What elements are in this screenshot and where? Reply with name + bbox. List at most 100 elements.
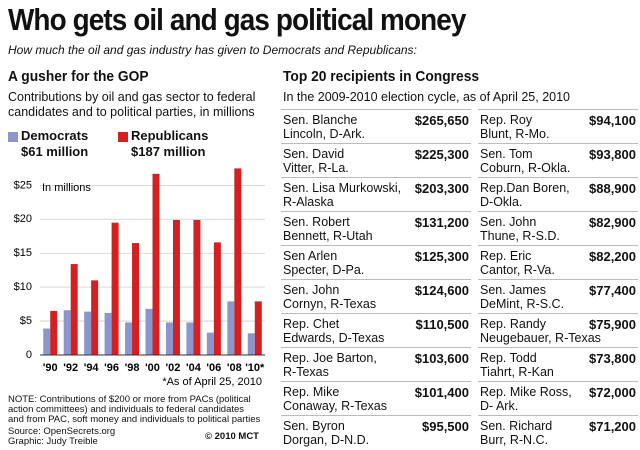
name-line: Conaway, R-Texas xyxy=(283,399,387,413)
table-row: Rep.Dan Boren, D-Okla. $88,900 xyxy=(478,177,638,212)
amount: $203,300 xyxy=(414,181,469,196)
bar xyxy=(84,311,92,355)
amount: $88,900 xyxy=(589,181,636,196)
x-tick-label: '92 xyxy=(63,362,78,374)
name-line: Tiahrt, R-Kan xyxy=(480,365,554,379)
bar xyxy=(247,333,255,355)
recipient-name: Rep. Chet Edwards, D-Texas xyxy=(283,317,384,345)
x-tick-label: '04 xyxy=(186,362,202,374)
bar xyxy=(111,222,119,355)
recipient-name: Sen. John Thune, R-S.D. xyxy=(480,215,560,243)
name-line: DeMint, R-S.C. xyxy=(480,297,565,311)
bar xyxy=(152,173,160,355)
table-row: Rep. Chet Edwards, D-Texas $110,500 xyxy=(281,313,471,348)
name-line: Sen. David xyxy=(283,147,345,161)
bar xyxy=(172,219,180,355)
legend-name: Republicans xyxy=(131,128,209,143)
footnote: *As of April 25, 2010 xyxy=(162,376,262,388)
name-line: D- Ark. xyxy=(480,399,519,413)
subtitle: How much the oil and gas industry has gi… xyxy=(8,43,417,57)
name-line: Lincoln, D-Ark. xyxy=(283,127,365,141)
bar xyxy=(213,242,221,355)
y-tick-label: $20 xyxy=(14,213,32,225)
table-row: Rep. Eric Cantor, R-Va. $82,200 xyxy=(478,245,638,280)
table-row: Rep. Todd Tiahrt, R-Kan $73,800 xyxy=(478,347,638,382)
chart-subtitle: candidates and to political parties, in … xyxy=(8,105,255,119)
table-row: Sen. Lisa Murkowski, R-Alaska $203,300 xyxy=(281,177,471,212)
recipient-name: Rep. Todd Tiahrt, R-Kan xyxy=(480,351,554,379)
name-line: Sen. John xyxy=(283,283,340,297)
recipient-name: Rep. Roy Blunt, R-Mo. xyxy=(480,113,549,141)
name-line: Sen Arlen xyxy=(283,249,338,263)
x-tick-label: '90 xyxy=(43,362,58,374)
recipient-name: Rep. Joe Barton, R-Texas xyxy=(283,351,377,379)
name-line: Specter, D-Pa. xyxy=(283,263,365,277)
name-line: R-Texas xyxy=(283,365,329,379)
recipient-name: Sen. Blanche Lincoln, D-Ark. xyxy=(283,113,365,141)
recipient-name: Sen. James DeMint, R-S.C. xyxy=(480,283,564,311)
name-line: Sen. Tom xyxy=(480,147,533,161)
table-row: Sen Arlen Specter, D-Pa. $125,300 xyxy=(281,245,471,280)
bar xyxy=(132,243,140,355)
name-line: Sen. Robert xyxy=(283,215,350,229)
name-line: Sen. John xyxy=(480,215,537,229)
bar xyxy=(206,332,214,355)
table-row: Sen. Byron Dorgan, D-N.D. $95,500 xyxy=(281,415,471,450)
name-line: Sen. Byron xyxy=(283,419,345,433)
bar xyxy=(125,322,133,355)
y-tick-label: 0 xyxy=(26,349,32,361)
amount: $82,200 xyxy=(589,249,636,264)
table-row: Sen. Robert Bennett, R-Utah $131,200 xyxy=(281,211,471,246)
legend-total: $61 million xyxy=(21,144,89,159)
name-line: R-Alaska xyxy=(283,195,334,209)
bar xyxy=(234,168,242,355)
source: Source: OpenSecrets.org xyxy=(8,426,116,437)
name-line: Rep. Mike xyxy=(283,385,340,399)
table-row: Sen. Blanche Lincoln, D-Ark. $265,650 xyxy=(281,109,471,144)
amount: $103,600 xyxy=(414,351,469,366)
bar xyxy=(227,301,235,355)
name-line: Cantor, R-Va. xyxy=(480,263,555,277)
x-tick-label: '98 xyxy=(125,362,140,374)
x-tick-label: '00 xyxy=(145,362,160,374)
x-tick-label: '02 xyxy=(166,362,181,374)
amount: $82,900 xyxy=(589,215,636,230)
amount: $73,800 xyxy=(589,351,636,366)
name-line: Sen. Blanche xyxy=(283,113,358,127)
bar xyxy=(104,312,112,355)
name-line: Sen. Richard xyxy=(480,419,553,433)
name-line: Cornyn, R-Texas xyxy=(283,297,377,311)
note: and from PAC, soft money and individuals… xyxy=(8,414,261,425)
name-line: Bennett, R-Utah xyxy=(283,229,373,243)
name-line: Rep.Dan Boren, xyxy=(480,181,570,195)
name-line: Vitter, R-La. xyxy=(283,161,349,175)
table-row: Rep. Randy Neugebauer, R-Texas $75,900 xyxy=(478,313,638,348)
table-row: Sen. John Cornyn, R-Texas $124,600 xyxy=(281,279,471,314)
amount: $95,500 xyxy=(422,419,469,434)
name-line: Rep. Eric xyxy=(480,249,532,263)
bar xyxy=(165,322,173,355)
amount: $265,650 xyxy=(414,113,469,128)
bar xyxy=(91,280,99,355)
table-row: Sen. David Vitter, R-La. $225,300 xyxy=(281,143,471,178)
recipient-name: Rep. Eric Cantor, R-Va. xyxy=(480,249,555,277)
table-subtitle: In the 2009-2010 election cycle, as of A… xyxy=(283,90,570,104)
bar xyxy=(70,264,78,355)
name-line: Rep. Randy xyxy=(480,317,547,331)
amount: $225,300 xyxy=(414,147,469,162)
recipient-name: Sen. David Vitter, R-La. xyxy=(283,147,349,175)
amount: $101,400 xyxy=(414,385,469,400)
credit: Graphic: Judy Treible xyxy=(8,436,98,447)
copyright: © 2010 MCT xyxy=(205,431,259,442)
x-tick-label: '96 xyxy=(104,362,119,374)
bar xyxy=(63,310,71,355)
name-line: Edwards, D-Texas xyxy=(283,331,385,345)
amount: $131,200 xyxy=(414,215,469,230)
name-line: Burr, R-N.C. xyxy=(480,433,549,447)
name-line: Sen. James xyxy=(480,283,547,297)
recipient-name: Rep. Mike Conaway, R-Texas xyxy=(283,385,387,413)
bar xyxy=(193,219,201,355)
legend-name: Democrats xyxy=(21,128,89,143)
y-tick-label: $10 xyxy=(14,281,32,293)
